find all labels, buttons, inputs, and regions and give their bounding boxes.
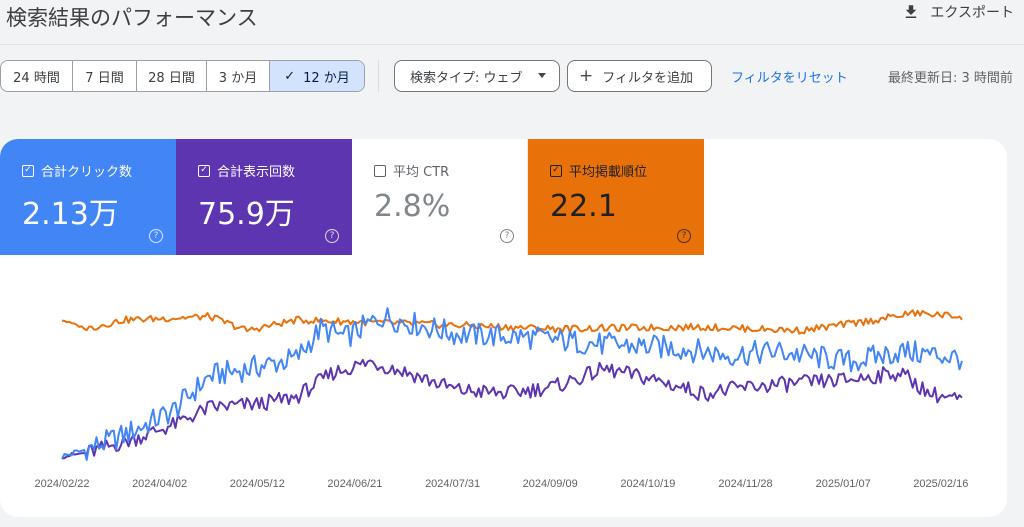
help-icon[interactable]: ? — [149, 229, 163, 243]
range-label: 7 日間 — [85, 70, 124, 86]
range-label: 24 時間 — [13, 70, 60, 86]
range-28d-button[interactable]: 28 日間 — [137, 61, 207, 91]
x-tick-label: 2024/04/02 — [132, 478, 187, 490]
checkbox-checked-icon[interactable]: ✓ — [550, 164, 562, 177]
date-range-group: 24 時間 7 日間 28 日間 3 か月 ✓ 12 か月 — [0, 60, 365, 92]
metric-value: 75.9万 — [198, 197, 295, 232]
metric-clicks-tile[interactable]: ✓ 合計クリック数 2.13万 ? — [0, 139, 176, 255]
x-tick-label: 2024/09/09 — [523, 478, 578, 490]
checkbox-checked-icon[interactable]: ✓ — [22, 164, 34, 177]
export-button[interactable]: エクスポート — [902, 2, 1014, 22]
chevron-down-icon — [538, 73, 546, 78]
x-tick-label: 2024/06/21 — [327, 478, 382, 490]
help-icon[interactable]: ? — [325, 229, 339, 243]
performance-chart: 2024/02/22 2024/04/02 2024/05/12 2024/06/21… — [0, 255, 1007, 517]
metric-label: 平均掲載順位 — [569, 165, 648, 180]
x-tick-label: 2024/05/12 — [230, 478, 285, 490]
export-label: エクスポート — [930, 5, 1014, 21]
x-tick-label: 2024/11/28 — [718, 478, 772, 490]
range-3m-button[interactable]: 3 か月 — [207, 61, 270, 91]
range-12m-button[interactable]: ✓ 12 か月 — [270, 61, 364, 91]
toolbar-divider — [378, 60, 379, 92]
metric-label: 平均 CTR — [393, 165, 450, 180]
series-line-1 — [61, 358, 963, 460]
metric-impressions-tile[interactable]: ✓ 合計表示回数 75.9万 ? — [176, 139, 352, 255]
metric-label: 合計クリック数 — [41, 165, 133, 180]
performance-card: ✓ 合計クリック数 2.13万 ? ✓ 合計表示回数 75.9万 ? 平均 CTR … — [0, 139, 1007, 517]
check-icon: ✓ — [284, 68, 296, 84]
help-icon[interactable]: ? — [677, 229, 691, 243]
x-tick-label: 2024/07/31 — [425, 478, 480, 490]
series-line-2 — [61, 309, 963, 335]
reset-filters-link[interactable]: フィルタをリセット — [731, 71, 848, 86]
checkbox-unchecked-icon[interactable] — [374, 164, 386, 177]
range-label: 12 か月 — [303, 70, 350, 86]
x-tick-label: 2025/02/16 — [913, 478, 968, 490]
metric-label: 合計表示回数 — [217, 165, 296, 180]
metric-value: 2.8% — [374, 189, 451, 224]
range-label: 3 か月 — [218, 70, 258, 86]
x-tick-label: 2024/10/19 — [620, 478, 675, 490]
range-24h-button[interactable]: 24 時間 — [1, 61, 73, 91]
header-divider — [0, 44, 1024, 45]
filter-toolbar: 24 時間 7 日間 28 日間 3 か月 ✓ 12 か月 検索タイプ: ウェブ … — [0, 60, 1024, 92]
metric-position-tile[interactable]: ✓ 平均掲載順位 22.1 ? — [528, 139, 704, 255]
page-title: 検索結果のパフォーマンス — [6, 6, 258, 30]
add-filter-button[interactable]: + フィルタを追加 — [567, 60, 712, 92]
line-chart-svg: 2024/02/22 2024/04/02 2024/05/12 2024/06/21… — [34, 307, 968, 490]
metric-value: 22.1 — [550, 189, 617, 224]
x-tick-label: 2025/01/07 — [816, 478, 871, 490]
series-line-0 — [61, 307, 963, 461]
range-label: 28 日間 — [148, 70, 195, 86]
add-filter-label: フィルタを追加 — [602, 70, 693, 86]
help-icon[interactable]: ? — [500, 229, 514, 243]
metric-ctr-tile[interactable]: 平均 CTR 2.8% ? — [352, 139, 528, 255]
search-type-label: 検索タイプ: ウェブ — [410, 70, 523, 86]
metric-value: 2.13万 — [22, 197, 119, 232]
x-tick-label: 2024/02/22 — [34, 478, 89, 490]
download-icon — [906, 5, 917, 18]
plus-icon: + — [579, 66, 594, 86]
range-7d-button[interactable]: 7 日間 — [73, 61, 137, 91]
checkbox-checked-icon[interactable]: ✓ — [198, 164, 210, 177]
last-updated-text: 最終更新日: 3 時間前 — [888, 71, 1013, 86]
search-type-dropdown[interactable]: 検索タイプ: ウェブ — [394, 60, 560, 92]
